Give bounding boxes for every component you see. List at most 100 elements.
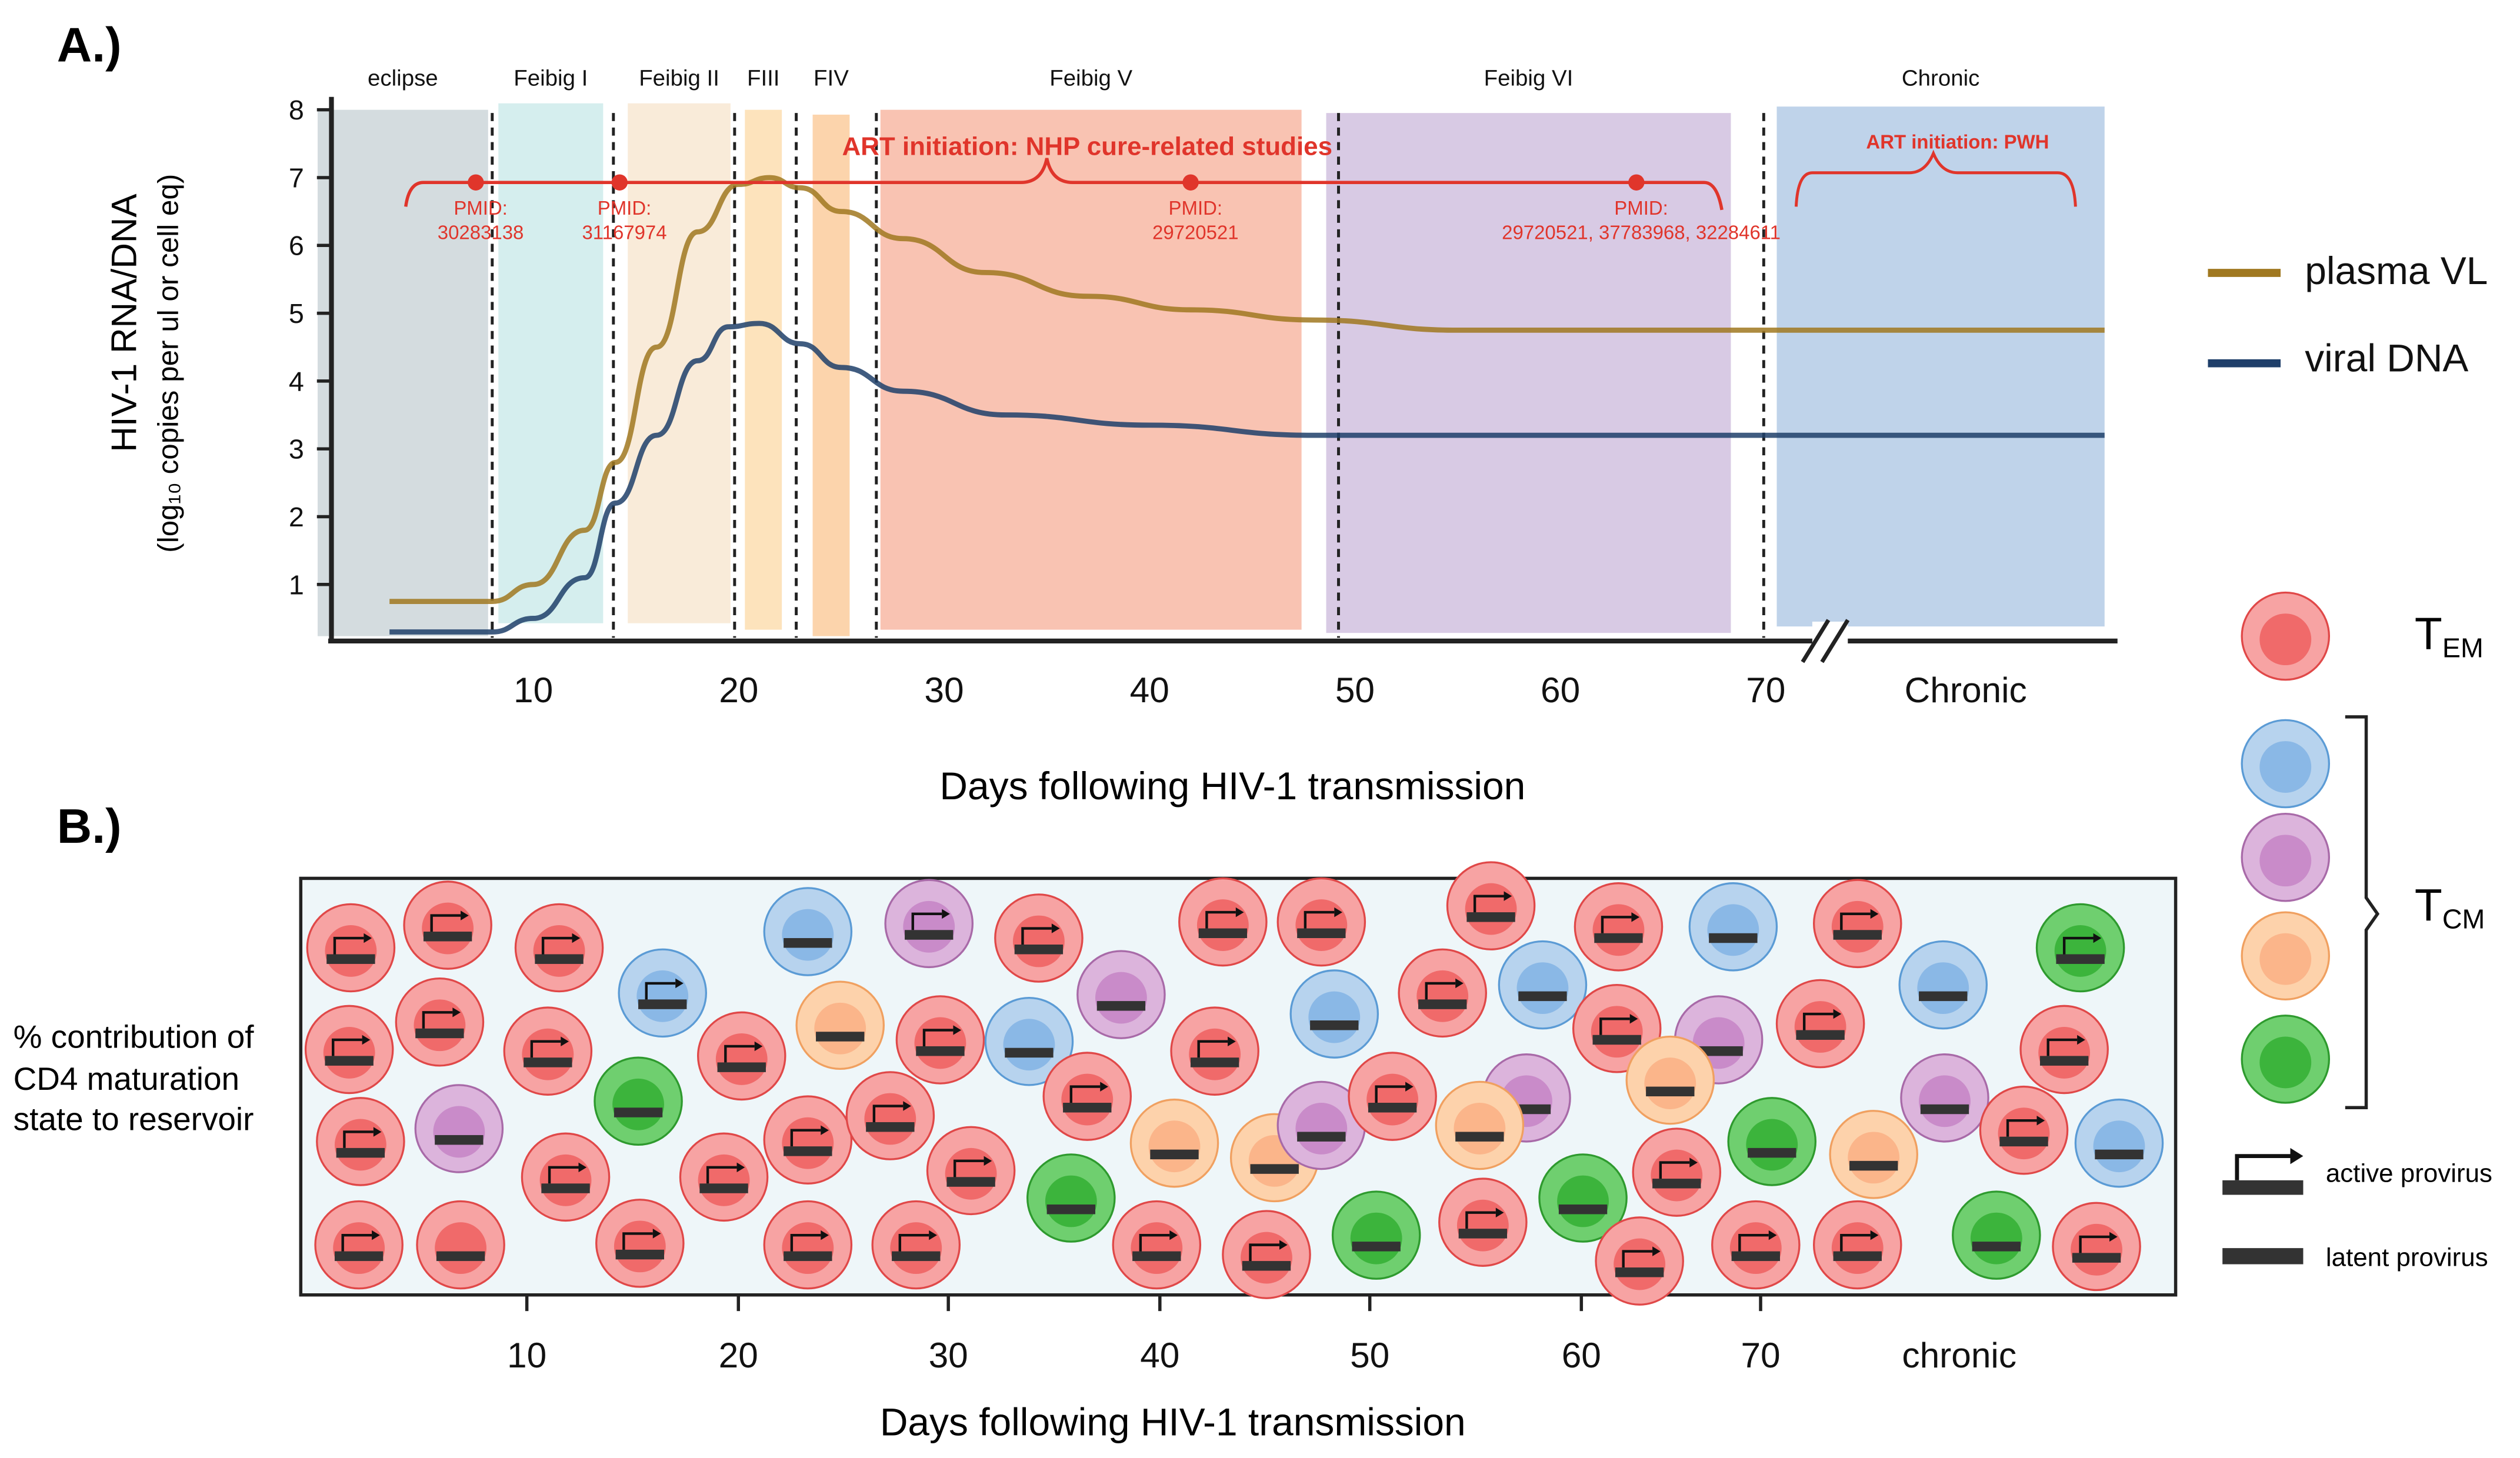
cell-E-active	[1775, 979, 1865, 1069]
cell-G-latent	[1331, 1190, 1421, 1280]
cell-nucleus	[2259, 741, 2312, 793]
x-tick-label: 50	[1335, 670, 1375, 710]
arrow-head-icon	[736, 1162, 745, 1173]
y-label-line: CD4 maturation	[14, 1060, 239, 1097]
provirus-bar	[2072, 1253, 2121, 1263]
cell-nucleus	[323, 1027, 375, 1079]
x-tick-label: 30	[924, 670, 964, 710]
cell-O-latent	[1129, 1098, 1219, 1188]
active-arrow-icon	[1375, 1085, 1406, 1103]
provirus-bar	[1594, 933, 1643, 943]
arrow-head-icon	[561, 1036, 569, 1046]
cell-E-active	[395, 977, 485, 1067]
cell-nucleus	[1095, 972, 1147, 1024]
active-provirus-label: active provirus	[2326, 1159, 2492, 1188]
arrow-head-icon	[821, 1230, 829, 1240]
nhp-title: ART initiation: NHP cure-related studies	[842, 132, 1332, 161]
provirus-bar	[535, 954, 584, 964]
arrow-head-icon	[929, 1230, 937, 1240]
cell-legend: TEM TCM active provirus latent provirus	[2222, 591, 2492, 1272]
arrow-head-icon	[1100, 1082, 1108, 1092]
arrow-head-icon	[362, 1035, 371, 1045]
provirus-bar	[1833, 930, 1882, 940]
arrow-head-icon	[1495, 1207, 1504, 1217]
cell-B-latent	[984, 996, 1074, 1086]
cell-G-latent	[1952, 1190, 2041, 1280]
pwh-title: ART initiation: PWH	[1866, 131, 2049, 153]
cell-nucleus	[903, 900, 955, 953]
active-arrow-icon	[1599, 1017, 1630, 1035]
provirus-bar	[1418, 999, 1467, 1009]
active-arrow-icon	[1021, 927, 1052, 945]
x-tick-label: 60	[1541, 670, 1580, 710]
cell-nucleus	[422, 902, 474, 955]
cell-nucleus	[1831, 1222, 1884, 1275]
arrow-head-icon	[578, 1162, 587, 1173]
arrow-head-icon	[1455, 978, 1464, 989]
x-tick-label: 30	[929, 1335, 968, 1375]
provirus-bar	[1972, 1242, 2021, 1252]
cell-O-latent	[2241, 911, 2331, 1000]
active-arrow-icon	[1249, 1243, 1279, 1262]
cell-nucleus	[2259, 835, 2312, 887]
y-tick-label: 5	[289, 298, 304, 329]
cell-P-latent	[1076, 950, 1166, 1039]
active-arrow-icon	[2006, 1119, 2037, 1137]
panel-b-label: B.)	[57, 799, 122, 853]
cell-nucleus	[2054, 925, 2106, 977]
cell-E-active	[1398, 948, 1487, 1038]
cell-nucleus	[333, 1222, 385, 1275]
cell-E-active	[1812, 879, 1902, 969]
pmid-label: PMID:	[454, 197, 508, 219]
x-tick-label: 70	[1741, 1335, 1780, 1375]
provirus-bar	[1297, 1132, 1346, 1142]
cell-nucleus	[864, 1093, 916, 1145]
provirus-bar	[524, 1057, 572, 1067]
panel-b-axes: chronic 10 20 30 40 50 60 70	[507, 1294, 2016, 1375]
provirus-bar	[1014, 944, 1064, 955]
provirus-bar	[1368, 1103, 1417, 1113]
active-arrow-icon	[1738, 1233, 1769, 1252]
y-tick-label: 1	[289, 569, 304, 600]
cell-E-active	[1446, 861, 1536, 950]
pmid-number: 31167974	[582, 221, 666, 243]
active-arrow-icon	[430, 914, 461, 932]
provirus-bar	[334, 1251, 384, 1262]
panel-a-axes: Chronic 1 2 3 4 5 6 7 8 10 20 30 40 50 60 70	[289, 95, 2118, 710]
cell-nucleus	[1295, 1103, 1348, 1155]
provirus-bar	[1310, 1020, 1359, 1030]
provirus-bar	[1592, 1035, 1641, 1045]
y-label-units: (log₁₀ copies per ul or cell eq)	[152, 174, 185, 553]
provirus-bar	[614, 1107, 663, 1117]
cell-nucleus	[782, 1222, 834, 1275]
arrow-head-icon	[1235, 907, 1244, 917]
series-line-plasma-vl	[389, 175, 2105, 605]
axis-break-icon	[1801, 619, 1831, 663]
x-tick-label: 40	[1140, 1335, 1179, 1375]
provirus-bar	[1455, 1132, 1504, 1142]
phase-label: Feibig I	[514, 66, 588, 91]
provirus-bar	[2039, 1056, 2089, 1066]
cell-G-latent	[2241, 1015, 2331, 1104]
arrow-head-icon	[2077, 1035, 2085, 1045]
provirus-bar	[638, 999, 687, 1009]
pwh-brace	[1794, 149, 2077, 207]
pmid-number: 29720521, 37783968, 32284611	[1502, 221, 1781, 243]
cell-E-active	[1979, 1085, 2069, 1175]
provirus-bar	[784, 1146, 832, 1156]
active-arrow-icon	[1802, 1012, 1834, 1030]
study-marker	[1182, 174, 1199, 191]
active-arrow-icon	[790, 1129, 821, 1147]
cell-B-active	[618, 948, 708, 1038]
y-tick-label: 4	[289, 366, 304, 396]
provirus-bar	[717, 1062, 766, 1072]
cell-G-latent	[1026, 1153, 1116, 1243]
cell-E-active	[521, 1132, 611, 1222]
pmid-number: 29720521	[1152, 221, 1239, 243]
arrow-head-icon	[1228, 1036, 1236, 1046]
arrow-head-icon	[2109, 1232, 2118, 1242]
provirus-bar	[1694, 1046, 1743, 1056]
provirus-bar	[1652, 1179, 1701, 1189]
cell-nucleus	[1003, 1019, 1055, 1071]
arrow-head-icon	[942, 909, 950, 919]
